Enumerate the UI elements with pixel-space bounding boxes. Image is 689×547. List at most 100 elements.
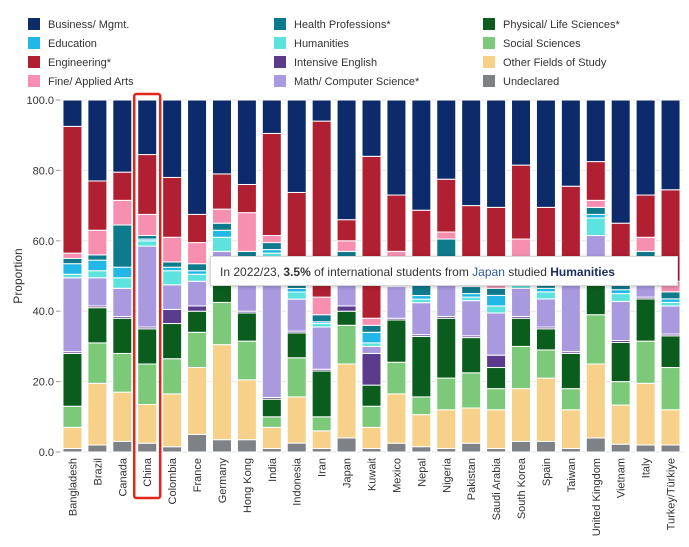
bar-segment[interactable]: [261, 398, 282, 418]
bar-segment[interactable]: [585, 314, 606, 365]
bar-segment[interactable]: [112, 391, 133, 442]
bar-segment[interactable]: [62, 277, 83, 353]
bar-segment[interactable]: [486, 447, 507, 453]
bar-segment[interactable]: [236, 99, 257, 185]
bar-segment[interactable]: [585, 206, 606, 215]
bar-segment[interactable]: [511, 388, 532, 442]
bar-segment[interactable]: [436, 377, 457, 411]
bar-segment[interactable]: [187, 280, 208, 307]
bar-segment[interactable]: [286, 332, 307, 359]
bar-segment[interactable]: [635, 194, 656, 238]
bar-segment[interactable]: [261, 426, 282, 449]
bar-segment[interactable]: [535, 349, 556, 379]
bar-segment[interactable]: [560, 409, 581, 449]
bar-segment[interactable]: [486, 99, 507, 208]
bar-segment[interactable]: [62, 99, 83, 127]
bar-segment[interactable]: [261, 416, 282, 428]
bar-segment[interactable]: [436, 447, 457, 453]
bar-segment[interactable]: [660, 409, 681, 446]
bar-segment[interactable]: [361, 447, 382, 453]
bar-segment[interactable]: [112, 199, 133, 226]
bar-segment[interactable]: [535, 298, 556, 328]
bar-segment[interactable]: [436, 231, 457, 240]
bar-segment[interactable]: [187, 213, 208, 244]
legend-item[interactable]: Business/ Mgmt.: [28, 18, 129, 34]
bar-segment[interactable]: [361, 99, 382, 157]
bar-segment[interactable]: [62, 447, 83, 453]
bar-segment[interactable]: [535, 287, 556, 293]
bar-segment[interactable]: [261, 132, 282, 237]
bar-segment[interactable]: [286, 357, 307, 398]
bar-segment[interactable]: [112, 99, 133, 173]
bar-segment[interactable]: [361, 331, 382, 344]
bar-segment[interactable]: [386, 319, 407, 363]
bar-segment[interactable]: [162, 236, 183, 263]
legend-item[interactable]: Other Fields of Study: [483, 56, 606, 72]
bar-segment[interactable]: [137, 235, 158, 240]
bar-segment[interactable]: [560, 447, 581, 453]
bar-segment[interactable]: [411, 446, 432, 453]
bar-segment[interactable]: [560, 388, 581, 411]
bar-segment[interactable]: [286, 291, 307, 300]
bar-segment[interactable]: [361, 352, 382, 386]
legend-item[interactable]: Undeclared: [483, 75, 559, 91]
bar-segment[interactable]: [486, 312, 507, 356]
bar-segment[interactable]: [361, 384, 382, 407]
bar-segment[interactable]: [236, 212, 257, 252]
bar-segment[interactable]: [112, 287, 133, 317]
bar-segment[interactable]: [137, 442, 158, 453]
bar-segment[interactable]: [486, 294, 507, 307]
bar-segment[interactable]: [62, 257, 83, 265]
bar-segment[interactable]: [286, 99, 307, 193]
bar-segment[interactable]: [585, 199, 606, 208]
bar-segment[interactable]: [187, 305, 208, 312]
bar-segment[interactable]: [486, 287, 507, 296]
bar-segment[interactable]: [461, 372, 482, 409]
bar-segment[interactable]: [585, 161, 606, 201]
bar-segment[interactable]: [436, 317, 457, 379]
bar-segment[interactable]: [162, 308, 183, 325]
bar-segment[interactable]: [560, 352, 581, 390]
bar-segment[interactable]: [211, 236, 232, 252]
bar-segment[interactable]: [137, 363, 158, 405]
bar-segment[interactable]: [162, 270, 183, 286]
bar-segment[interactable]: [660, 367, 681, 411]
bar-segment[interactable]: [660, 305, 681, 335]
bar-segment[interactable]: [535, 440, 556, 453]
bar-segment[interactable]: [386, 442, 407, 453]
bar-segment[interactable]: [162, 446, 183, 453]
bar-segment[interactable]: [610, 341, 631, 383]
bar-segment[interactable]: [162, 284, 183, 310]
bar-segment[interactable]: [162, 99, 183, 178]
bar-segment[interactable]: [511, 440, 532, 453]
bar-segment[interactable]: [361, 324, 382, 333]
bar-segment[interactable]: [336, 437, 357, 453]
bar-segment[interactable]: [585, 213, 606, 219]
bar-segment[interactable]: [436, 99, 457, 180]
legend-item[interactable]: Humanities: [274, 37, 349, 53]
bar-segment[interactable]: [87, 444, 108, 453]
legend-item[interactable]: Fine/ Applied Arts: [28, 75, 134, 91]
legend-item[interactable]: Engineering*: [28, 56, 111, 72]
bar-segment[interactable]: [486, 305, 507, 314]
bar-segment[interactable]: [236, 312, 257, 342]
bar-segment[interactable]: [187, 270, 208, 275]
bar-segment[interactable]: [87, 229, 108, 256]
bar-segment[interactable]: [62, 405, 83, 428]
bar-segment[interactable]: [112, 266, 133, 279]
bar-segment[interactable]: [535, 377, 556, 442]
bar-segment[interactable]: [137, 403, 158, 444]
bar-segment[interactable]: [461, 407, 482, 444]
bar-segment[interactable]: [261, 447, 282, 453]
bar-segment[interactable]: [261, 242, 282, 251]
bar-segment[interactable]: [461, 286, 482, 295]
bar-segment[interactable]: [486, 354, 507, 369]
bar-segment[interactable]: [336, 219, 357, 242]
bar-segment[interactable]: [112, 440, 133, 453]
bar-segment[interactable]: [87, 180, 108, 231]
bar-segment[interactable]: [336, 324, 357, 365]
bar-segment[interactable]: [112, 171, 133, 201]
bar-segment[interactable]: [660, 335, 681, 369]
bar-segment[interactable]: [87, 270, 108, 279]
bar-segment[interactable]: [311, 326, 332, 370]
